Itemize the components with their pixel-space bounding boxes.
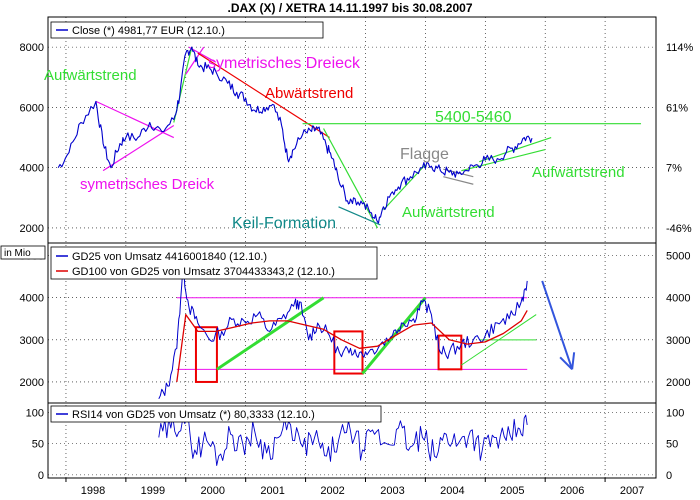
y-tick-label-right-percent: 7% [666, 163, 682, 175]
y-tick-label-left: 6000 [20, 102, 44, 114]
y-tick-label-left: 3000 [20, 335, 44, 347]
annotation-keil-formation: Keil-Formation [232, 215, 336, 232]
annotation-symetrisches-dreick: symetrisches Dreick [80, 176, 215, 193]
chart-title: .DAX (X) / XETRA 14.11.1997 bis 30.08.20… [227, 1, 472, 15]
y-tick-label-left: 2000 [20, 377, 44, 389]
rsi-line [158, 414, 528, 466]
rsi-panel [47, 402, 657, 479]
y-tick-label-right: 4000 [666, 293, 690, 305]
triangle-top-edge-a [185, 46, 205, 75]
y-tick-label-right: 0 [666, 470, 672, 482]
y-tick-label-left: 4000 [20, 293, 44, 305]
gd100-line [176, 310, 528, 382]
y-tick-label-right: 5000 [666, 251, 690, 263]
wedge-line-teal [338, 206, 381, 226]
annotation-abwaertstrend: Abwärtstrend [265, 85, 353, 102]
annotation-level-5400-5460: 5400-5460 [435, 109, 512, 126]
gd25-line [158, 267, 528, 400]
annotation-aufwaertstrend-1: Aufwärtstrend [44, 67, 137, 84]
volume-unit-label: in Mio [4, 248, 31, 259]
y-tick-label-right-percent: 114% [666, 42, 694, 54]
y-tick-label-right-percent: -46% [666, 223, 692, 235]
x-tick-label: 2004 [440, 485, 464, 497]
y-tick-label-right: 2000 [666, 377, 690, 389]
close-price-line [57, 46, 533, 224]
y-tick-label-right: 50 [666, 439, 678, 451]
triangle-top-edge-b [188, 46, 217, 63]
y-tick-label-right-percent: 61% [666, 102, 688, 114]
volume-box [437, 334, 463, 371]
x-tick-label: 2001 [260, 485, 284, 497]
triangle-lower-line [102, 124, 175, 172]
annotation-flagge: Flagge [400, 146, 449, 163]
volume-box [333, 330, 364, 375]
y-tick-label-left: 100 [26, 407, 44, 419]
wedge-line-green [323, 128, 378, 229]
y-tick-label-left: 4000 [20, 163, 44, 175]
x-tick-label: 2002 [320, 485, 344, 497]
annotation-symetrisches-dreieck: symetrisches Dreieck [208, 55, 361, 72]
y-tick-label-left: 2000 [20, 223, 44, 235]
x-tick-label: 2005 [500, 485, 524, 497]
x-tick-label: 2003 [380, 485, 404, 497]
y-tick-label-left: 50 [32, 439, 44, 451]
y-tick-label-left: 8000 [20, 42, 44, 54]
annotation-aufwaertstrend-3: Aufwärtstrend [402, 204, 495, 221]
volume-trendline [216, 296, 325, 371]
gd100-legend: GD100 von GD25 von Umsatz 3704433343,2 (… [72, 266, 335, 278]
gd25-legend: GD25 von Umsatz 4416001840 (12.10.) [72, 251, 267, 263]
uptrend-line-2a [479, 136, 552, 163]
triangle-upper-line [95, 100, 175, 139]
uptrend-line-2b [461, 149, 546, 172]
y-tick-label-right: 3000 [666, 335, 690, 347]
price-legend: Close (*) 4981,77 EUR (12.10.) [72, 25, 225, 37]
x-tick-label: 1999 [141, 485, 165, 497]
flag-line-bottom [443, 176, 474, 185]
x-tick-label: 2007 [620, 485, 644, 497]
annotation-aufwaertstrend-2: Aufwärtstrend [532, 164, 625, 181]
x-tick-label: 1998 [81, 485, 105, 497]
forecast-arrow-shaft [541, 280, 574, 370]
forecast-arrow-head [559, 352, 576, 371]
y-tick-label-left: 0 [38, 470, 44, 482]
volume-box [194, 326, 218, 383]
x-tick-label: 2000 [201, 485, 225, 497]
rsi-legend: RSI14 von GD25 von Umsatz (*) 80,3333 (1… [72, 409, 315, 421]
x-tick-label: 2006 [560, 485, 584, 497]
y-tick-label-right: 100 [666, 407, 684, 419]
volume-trendline [361, 296, 427, 375]
